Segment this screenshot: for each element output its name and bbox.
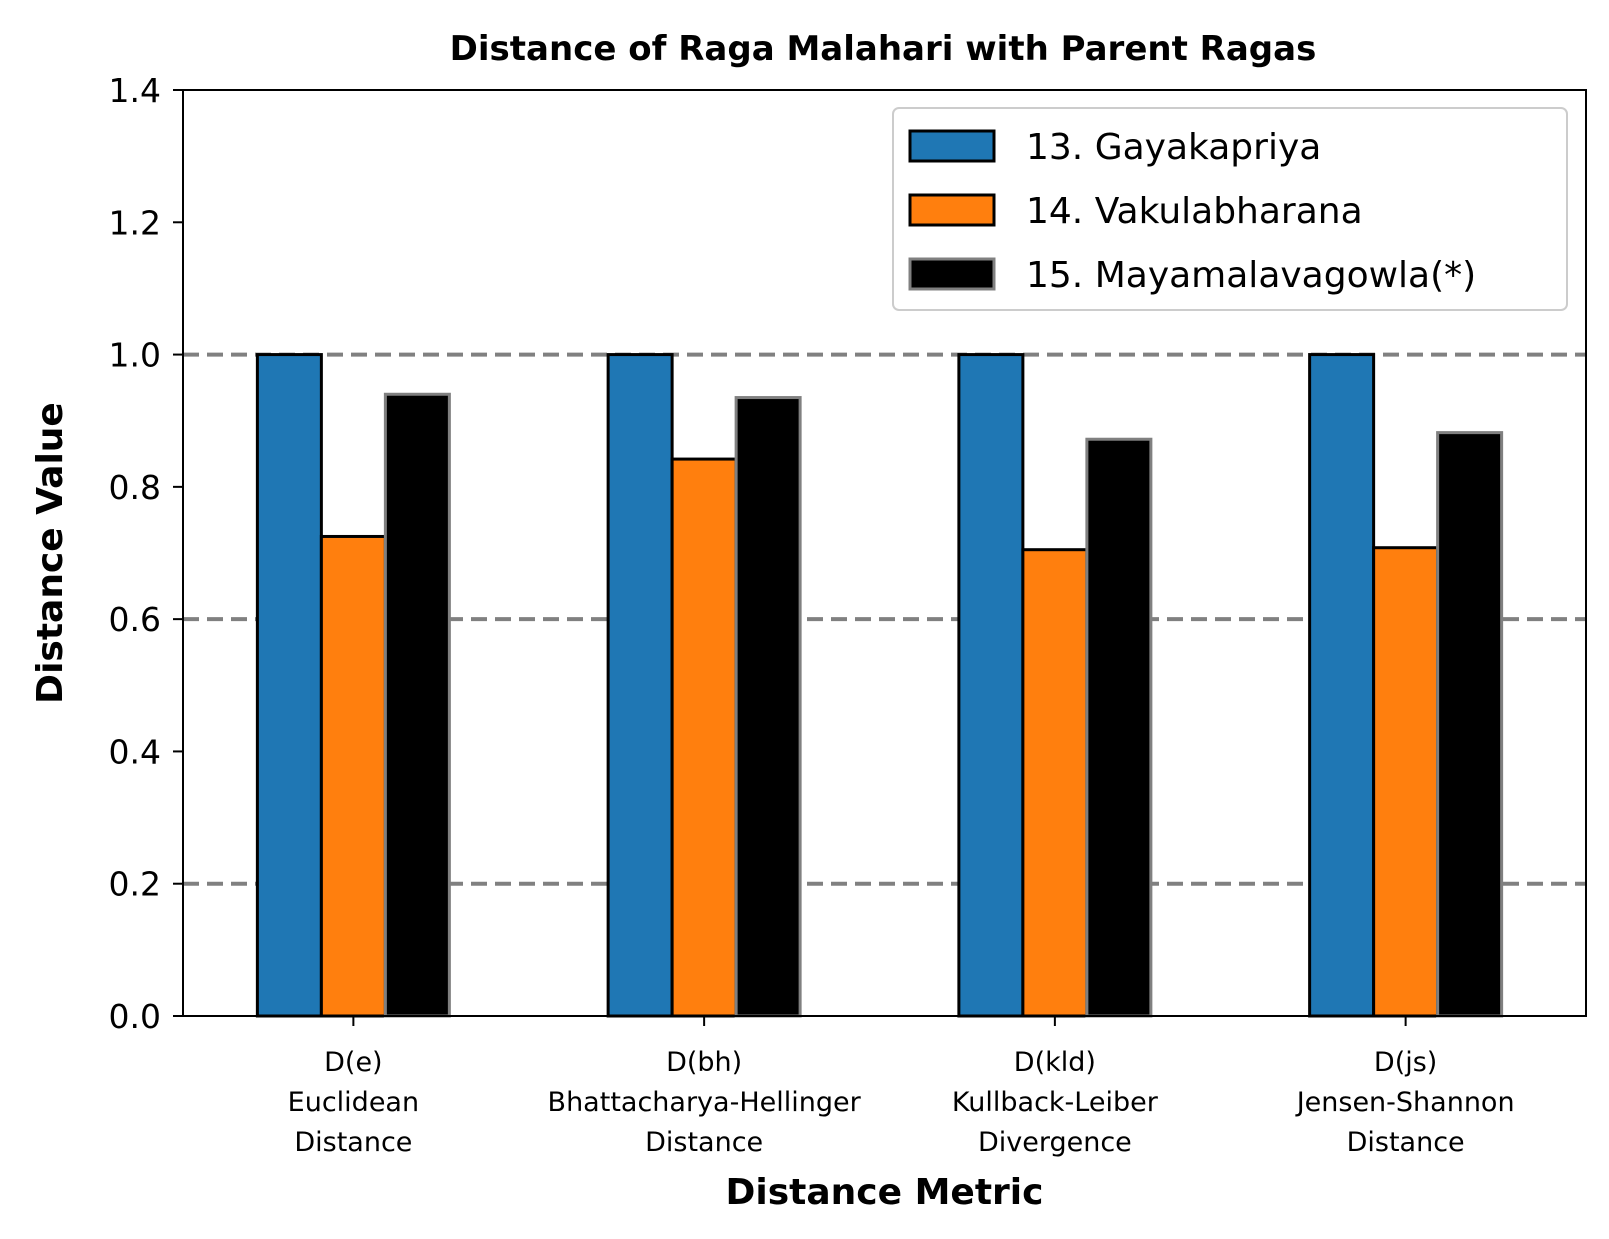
y-axis-ticks: 0.0 0.2 0.4 0.6 0.8 1.0 1.2 1.4 xyxy=(109,71,183,1036)
chart-title: Distance of Raga Malahari with Parent Ra… xyxy=(450,29,1317,69)
y-tick-label: 1.0 xyxy=(109,336,161,375)
bar xyxy=(1436,431,1504,1018)
bar xyxy=(734,396,802,1018)
bar xyxy=(670,457,738,1018)
bar xyxy=(383,392,451,1018)
x-tick-label: Distance xyxy=(1347,1127,1465,1158)
x-tick-label: Jensen-Shannon xyxy=(1295,1087,1515,1118)
y-tick-label: 0.2 xyxy=(109,865,161,904)
x-tick-label: D(e) xyxy=(324,1047,382,1078)
legend-label: 15. Mayamalavagowla(*) xyxy=(1026,255,1476,296)
y-tick-label: 0.4 xyxy=(109,732,161,771)
y-axis-label: Distance Value xyxy=(30,402,71,704)
y-tick-label: 0.6 xyxy=(109,600,161,639)
x-tick-label: D(kld) xyxy=(1014,1047,1096,1078)
bar xyxy=(957,353,1025,1018)
bar xyxy=(319,534,387,1018)
bar xyxy=(1021,548,1089,1018)
bar xyxy=(1085,437,1153,1018)
legend-box xyxy=(892,107,1568,311)
bar xyxy=(606,353,674,1018)
y-tick-label: 1.2 xyxy=(109,203,161,242)
legend-label: 14. Vakulabharana xyxy=(1026,191,1363,232)
legend-swatch xyxy=(908,193,996,227)
y-tick-label: 1.4 xyxy=(109,71,161,110)
x-tick-label: Euclidean xyxy=(288,1087,419,1118)
bar xyxy=(1372,546,1440,1018)
x-tick-label: Distance xyxy=(294,1127,412,1158)
y-tick-label: 0.8 xyxy=(109,468,161,507)
x-tick-label: Bhattacharya-Hellinger xyxy=(548,1087,862,1118)
x-tick-label: Kullback-Leiber xyxy=(952,1087,1159,1118)
x-axis-label: Distance Metric xyxy=(726,1172,1044,1213)
bar xyxy=(255,353,323,1018)
legend-label: 13. Gayakapriya xyxy=(1026,127,1321,168)
plot-frame xyxy=(182,89,1587,1017)
reference-lines xyxy=(183,352,1586,886)
bar xyxy=(1308,353,1376,1018)
legend: 13. Gayakapriya 14. Vakulabharana 15. Maya… xyxy=(892,107,1568,311)
x-tick-label: Distance xyxy=(645,1127,763,1158)
legend-swatch xyxy=(908,257,996,291)
legend-swatch xyxy=(908,129,996,163)
x-axis-ticks: D(e) Euclidean Distance D(bh) Bhattacharya-H… xyxy=(288,1016,1515,1158)
y-tick-label: 0.0 xyxy=(109,997,161,1036)
bars xyxy=(255,353,1504,1018)
x-tick-label: D(bh) xyxy=(666,1047,742,1078)
x-tick-label: D(js) xyxy=(1374,1047,1437,1078)
x-tick-label: Divergence xyxy=(978,1127,1132,1158)
